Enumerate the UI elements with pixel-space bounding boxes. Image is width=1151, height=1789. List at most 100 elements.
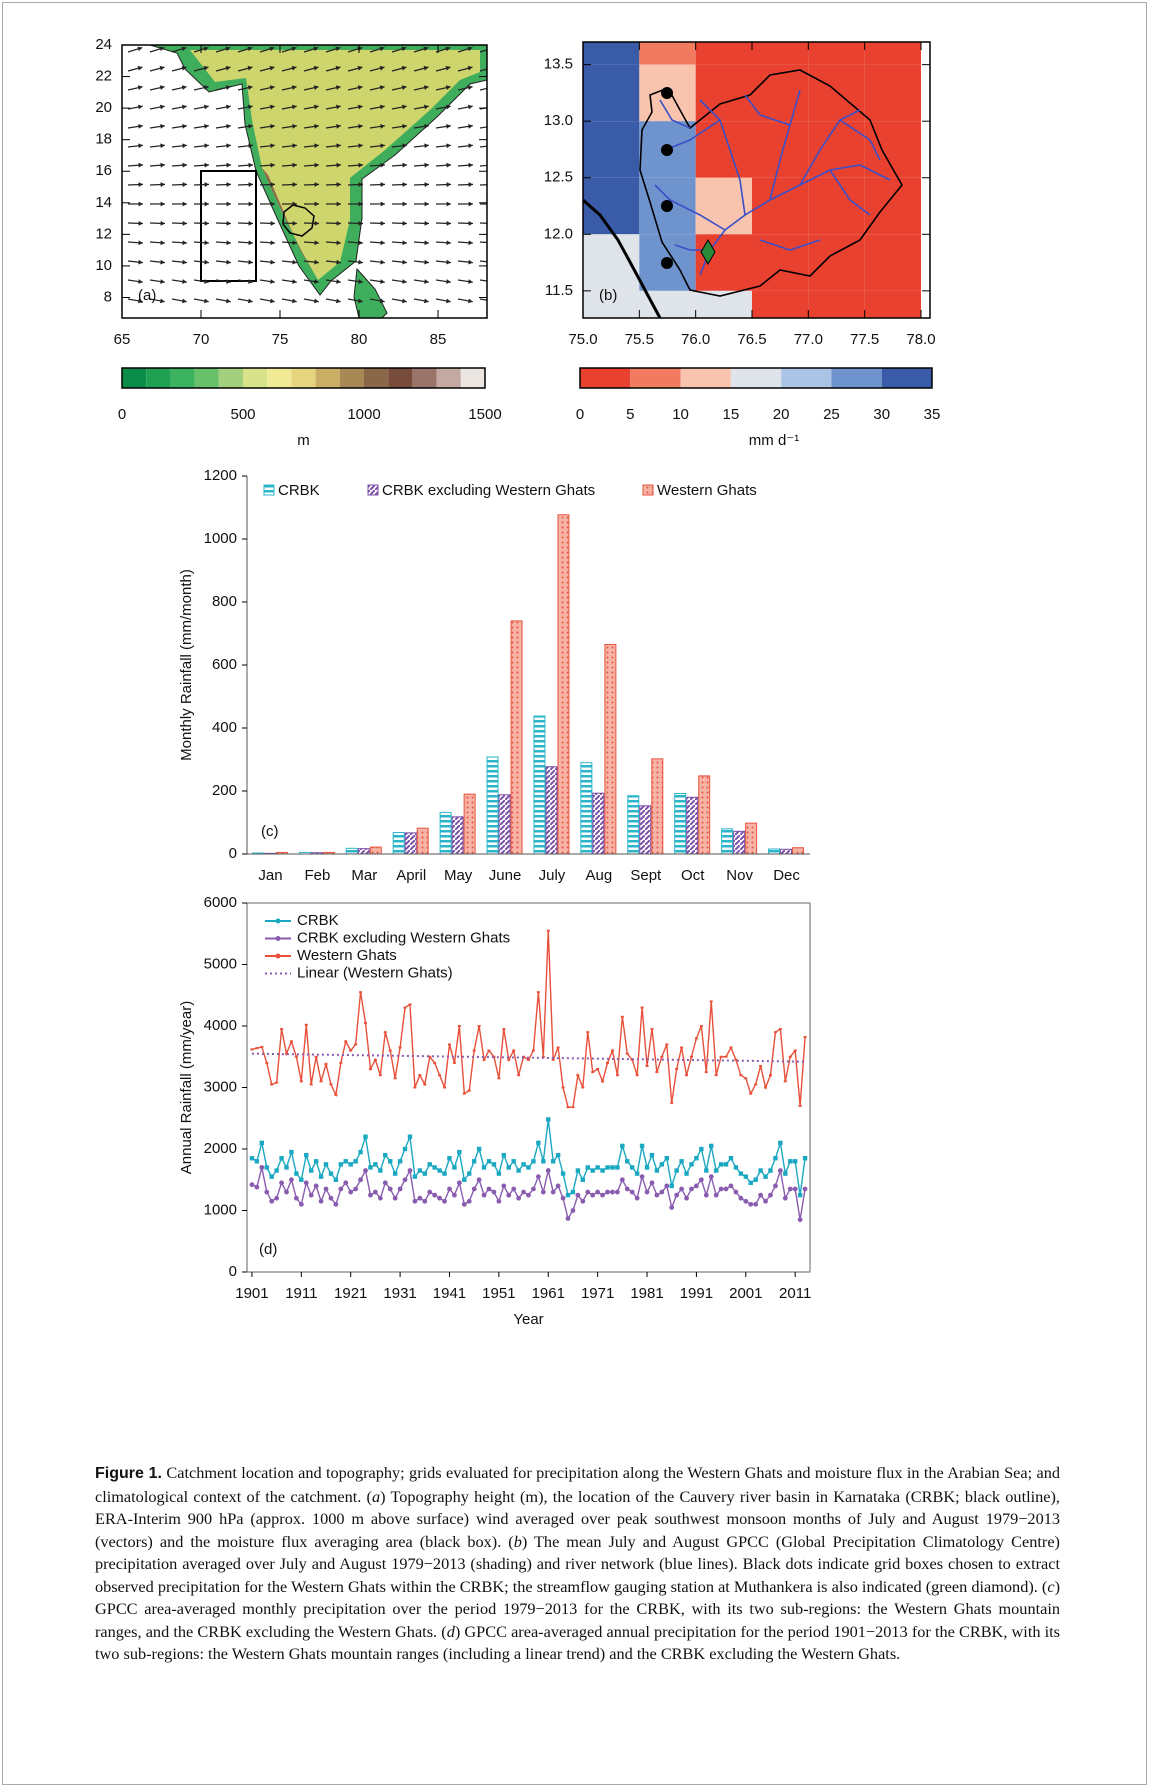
- wind-arrow-head: [423, 85, 429, 90]
- point: [354, 1043, 358, 1046]
- point: [412, 1174, 418, 1179]
- colorbar-swatch: [315, 368, 340, 388]
- wind-arrow-head: [423, 65, 429, 71]
- grid-cell: [864, 42, 921, 65]
- wind-arrow: [479, 279, 487, 282]
- y-tick-label: 600: [212, 656, 237, 673]
- wind-arrow: [479, 184, 487, 186]
- point: [318, 1198, 324, 1204]
- wind-arrow-head: [182, 182, 187, 187]
- wind-arrow-head: [160, 240, 165, 246]
- point: [481, 1192, 487, 1198]
- point: [708, 1174, 714, 1180]
- wind-arrow-head: [270, 124, 275, 129]
- x-tick-label: 65: [114, 331, 131, 348]
- colorbar-tick-label: 25: [823, 406, 840, 423]
- point: [639, 1174, 645, 1180]
- point: [388, 1049, 392, 1052]
- point: [689, 1055, 693, 1058]
- point: [501, 1152, 507, 1158]
- point: [782, 1195, 788, 1201]
- wind-arrow-head: [226, 143, 231, 149]
- wind-arrow-head: [182, 220, 187, 226]
- wind-arrow-head: [490, 66, 495, 71]
- y-tick-label: 0: [229, 845, 237, 862]
- river: [744, 94, 791, 126]
- point: [403, 1006, 407, 1009]
- wind-arrow-head: [446, 279, 451, 284]
- bar: [733, 830, 746, 855]
- wind-arrow-head: [468, 220, 473, 226]
- point: [763, 1198, 768, 1204]
- wind-arrow-head: [446, 182, 451, 187]
- grid-cell: [583, 177, 640, 235]
- point: [304, 1023, 308, 1026]
- point: [407, 1134, 413, 1139]
- wind-arrow: [479, 164, 487, 167]
- wind-arrow-head: [138, 182, 143, 187]
- point: [630, 1165, 635, 1170]
- point: [649, 1180, 655, 1186]
- point: [481, 1165, 487, 1170]
- point: [768, 1074, 772, 1077]
- wind-arrow-head: [138, 143, 143, 149]
- colorbar-swatch: [364, 368, 389, 388]
- wind-arrow-head: [225, 85, 231, 90]
- colorbar-swatch: [267, 368, 292, 388]
- point: [333, 1177, 339, 1182]
- wind-arrow-head: [137, 104, 143, 110]
- point: [629, 1189, 635, 1195]
- point: [625, 1052, 629, 1055]
- point: [546, 1117, 551, 1122]
- bar: [721, 828, 734, 855]
- point: [739, 1074, 743, 1077]
- point: [387, 1186, 393, 1192]
- point: [674, 1192, 680, 1198]
- wind-arrow-head: [402, 259, 407, 265]
- wind-arrow-head: [379, 104, 385, 110]
- point: [486, 1186, 492, 1192]
- point: [788, 1055, 792, 1058]
- point: [363, 1134, 368, 1139]
- point: [353, 1186, 359, 1192]
- point: [664, 1183, 670, 1189]
- bar: [627, 795, 640, 855]
- point: [299, 1177, 304, 1182]
- x-tick-label: 1991: [680, 1285, 713, 1302]
- colorbar-tick-label: 0: [576, 406, 584, 423]
- point: [797, 1217, 803, 1223]
- wind-arrow-head: [292, 298, 297, 304]
- point: [600, 1168, 605, 1173]
- x-tick-label: Aug: [586, 867, 613, 884]
- wind-arrow-head: [247, 104, 253, 110]
- point: [654, 1168, 660, 1173]
- point: [527, 1058, 530, 1061]
- wind-arrow-head: [137, 65, 143, 71]
- grid-cell: [751, 121, 809, 178]
- point: [476, 1177, 482, 1183]
- point: [634, 1195, 640, 1201]
- grid-cell: [695, 64, 752, 122]
- wind-arrow-head: [489, 47, 494, 52]
- wind-arrow-head: [181, 104, 187, 110]
- wind-arrow-head: [292, 240, 297, 246]
- point: [713, 1168, 719, 1173]
- wind-arrow-head: [445, 104, 451, 110]
- wind-arrow-head: [314, 124, 319, 129]
- wind-arrow-head: [204, 182, 209, 187]
- point: [432, 1165, 437, 1170]
- bar: [369, 846, 382, 855]
- wind-arrow-head: [292, 259, 297, 265]
- wind-arrow: [479, 298, 487, 301]
- point: [314, 1055, 318, 1058]
- point: [334, 1093, 338, 1096]
- wind-arrow-head: [247, 85, 253, 90]
- point: [358, 1177, 363, 1183]
- grid-cell: [583, 121, 640, 178]
- wind-arrow-head: [160, 143, 165, 149]
- wind-arrow-head: [182, 201, 187, 207]
- point: [417, 1168, 423, 1173]
- x-tick-label: 1981: [630, 1285, 663, 1302]
- wind-arrow-head: [314, 162, 319, 168]
- wind-arrow: [479, 222, 487, 224]
